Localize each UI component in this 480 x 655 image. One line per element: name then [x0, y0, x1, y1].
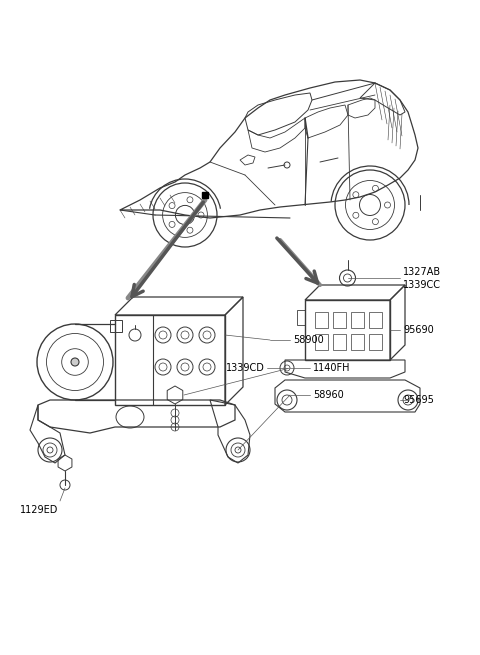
Bar: [333, 312, 346, 328]
Bar: [351, 334, 364, 350]
Bar: [297, 310, 305, 325]
Bar: [369, 334, 382, 350]
Bar: [115, 315, 225, 405]
Bar: [333, 334, 346, 350]
Circle shape: [71, 358, 79, 366]
Text: 1129ED: 1129ED: [20, 505, 59, 515]
Bar: [315, 312, 328, 328]
Bar: [315, 334, 328, 350]
Bar: [305, 300, 390, 360]
Text: 95695: 95695: [403, 395, 434, 405]
Bar: [369, 312, 382, 328]
Bar: [351, 312, 364, 328]
Text: 58900: 58900: [293, 335, 324, 345]
Text: 1339CD: 1339CD: [226, 363, 265, 373]
Text: 1339CC: 1339CC: [403, 280, 441, 290]
Text: 1327AB: 1327AB: [403, 267, 441, 277]
Bar: [110, 320, 122, 332]
Text: 58960: 58960: [313, 390, 344, 400]
Text: 1140FH: 1140FH: [313, 363, 350, 373]
Text: 95690: 95690: [403, 325, 434, 335]
